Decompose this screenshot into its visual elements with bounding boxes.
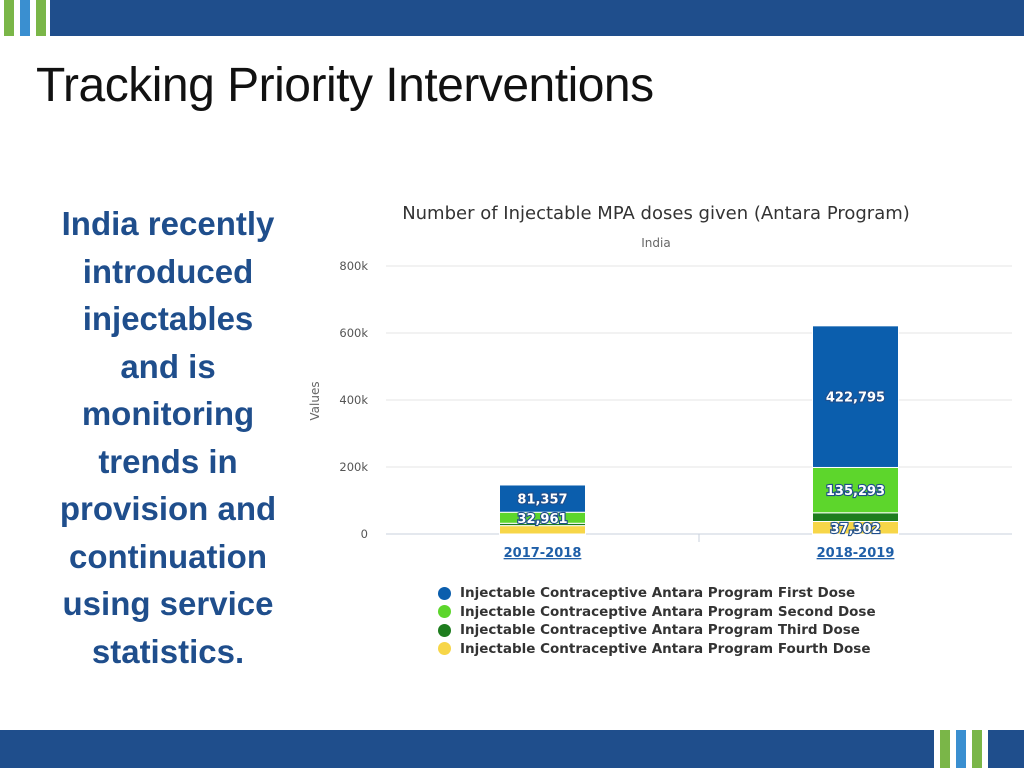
side-text-line: using service (62, 585, 274, 622)
bar-segment (499, 525, 586, 535)
side-text-line: continuation (69, 537, 267, 575)
side-text-line: monitoring (81, 395, 255, 432)
chart-legend: Injectable Contraceptive Antara Program … (438, 584, 876, 658)
grid-lines (386, 265, 1012, 542)
legend-marker-icon (438, 586, 451, 600)
legend-marker-icon (438, 605, 451, 619)
side-text: India recently introduced injectables an… (30, 200, 306, 675)
stacked-bar-chart: Number of Injectable MPA doses given (An… (308, 203, 1012, 561)
side-text-line: introduced (82, 252, 254, 290)
bars (499, 325, 899, 535)
y-tick-label: 400k (339, 393, 368, 407)
x-tick-label: 2017-2018 (504, 546, 582, 561)
legend-item[interactable]: Injectable Contraceptive Antara Program … (438, 640, 876, 659)
chart-title: Number of Injectable MPA doses given (An… (402, 203, 910, 224)
y-tick-label: 0 (361, 527, 368, 541)
bar-segment (812, 512, 899, 523)
data-label: 81,357 (517, 493, 567, 508)
side-text-line: trends in (98, 442, 238, 480)
data-label: 422,795 (826, 391, 885, 406)
data-label: 37,302 (830, 522, 880, 537)
chart-subtitle: India (641, 236, 670, 250)
bottom-banner (0, 730, 1024, 768)
bottom-stripe-3 (972, 730, 982, 768)
bar-segment (812, 466, 899, 514)
x-tick-label: 2018-2019 (817, 546, 895, 561)
side-text-line: statistics. (91, 632, 245, 670)
legend-label: Injectable Contraceptive Antara Program … (460, 640, 871, 657)
top-stripe-3 (36, 0, 46, 36)
data-label: 32,961 (517, 512, 567, 527)
bottom-stripe-2 (956, 730, 966, 768)
bar-segment (812, 325, 899, 468)
legend-marker-icon (438, 642, 451, 656)
legend-item[interactable]: Injectable Contraceptive Antara Program … (438, 603, 876, 622)
y-axis-label: Values (308, 381, 322, 420)
legend-item[interactable]: Injectable Contraceptive Antara Program … (438, 621, 876, 640)
bottom-stripe-1 (940, 730, 950, 768)
data-label: 135,293 (826, 484, 885, 499)
top-stripe-1 (4, 0, 14, 36)
y-tick-labels: 0 200k 400k 600k 800k (339, 259, 368, 541)
slide-title: Tracking Priority Interventions (36, 59, 654, 112)
bottom-stripes (934, 730, 988, 768)
side-text-line: India recently (61, 205, 275, 242)
legend-item[interactable]: Injectable Contraceptive Antara Program … (438, 584, 876, 603)
y-tick-label: 200k (339, 460, 368, 474)
legend-label: Injectable Contraceptive Antara Program … (460, 622, 860, 639)
legend-label: Injectable Contraceptive Antara Program … (460, 603, 876, 620)
data-labels: 32,961 81,357 37,302 135,293 422,795 (516, 390, 886, 538)
side-text-line: injectables (82, 300, 254, 337)
y-tick-label: 600k (339, 326, 368, 340)
side-text-line: provision and (59, 490, 277, 527)
legend-label: Injectable Contraceptive Antara Program … (460, 585, 856, 602)
top-stripe-2 (20, 0, 30, 36)
bar-segment (499, 484, 586, 513)
top-stripes (0, 0, 50, 36)
legend-marker-icon (438, 623, 451, 637)
y-tick-label: 800k (339, 259, 368, 273)
x-tick-labels: 2017-2018 2018-2019 (504, 546, 895, 561)
side-text-line: and is (120, 347, 216, 385)
top-banner (0, 0, 1024, 36)
